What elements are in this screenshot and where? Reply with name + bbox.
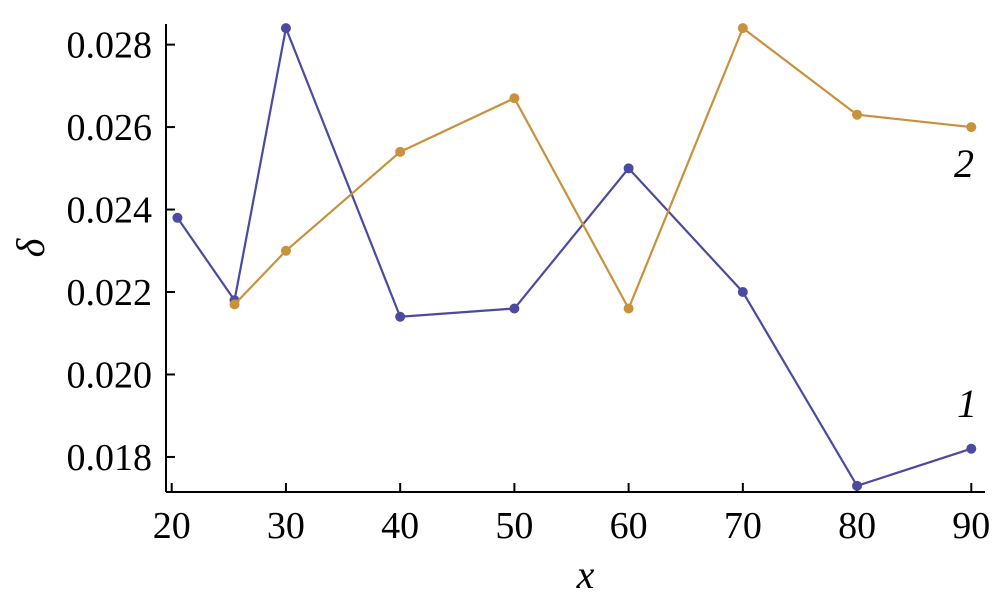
y-tick-label: 0.026 [67, 107, 153, 149]
series-1-point [280, 23, 291, 34]
x-tick-label: 90 [952, 505, 990, 547]
series-1-point [852, 480, 863, 491]
y-tick-label: 0.020 [67, 354, 153, 396]
series-2-point [852, 109, 863, 120]
series-1-point [509, 303, 520, 314]
y-axis-title: δ [8, 237, 53, 257]
series-2-line [233, 27, 972, 310]
series-1-point [395, 311, 406, 322]
series-layer [172, 23, 977, 491]
series-2-point [509, 93, 520, 104]
x-tick-label: 30 [267, 505, 305, 547]
y-tick-label: 0.028 [67, 25, 153, 67]
axes [165, 24, 985, 493]
series-1-point [737, 287, 748, 298]
y-tick-label: 0.018 [67, 437, 153, 479]
series-1-point [623, 163, 634, 174]
x-tick-label: 80 [838, 505, 876, 547]
series-2-label: 2 [954, 141, 974, 186]
series-2 [229, 23, 977, 314]
series-1 [172, 23, 977, 491]
series-2-point [966, 122, 977, 133]
x-tick-label: 70 [724, 505, 762, 547]
x-tick-label: 60 [610, 505, 648, 547]
series-2-point [737, 23, 748, 34]
y-tick-label: 0.024 [67, 190, 153, 232]
series-1-label: 1 [957, 381, 977, 426]
series-2-point [229, 299, 240, 310]
series-1-point [172, 212, 183, 223]
series-1-line [176, 27, 972, 487]
y-ticks: 0.018 0.020 0.022 0.024 0.026 0.028 [67, 25, 175, 479]
series-2-point [623, 303, 634, 314]
x-tick-label: 40 [381, 505, 419, 547]
x-ticks: 20 30 40 50 60 70 80 90 [153, 483, 990, 547]
x-axis-title: x [576, 552, 595, 595]
x-tick-label: 20 [153, 505, 191, 547]
series-2-point [395, 146, 406, 157]
series-1-point [966, 443, 977, 454]
series-2-point [280, 245, 291, 256]
x-tick-label: 50 [495, 505, 533, 547]
y-tick-label: 0.022 [67, 272, 153, 314]
